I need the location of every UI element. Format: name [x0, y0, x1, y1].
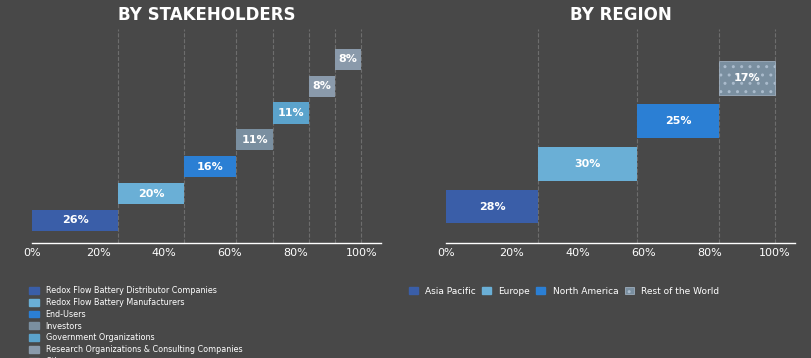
- Text: 28%: 28%: [478, 202, 505, 212]
- Text: 8%: 8%: [339, 54, 358, 64]
- Bar: [539, 147, 637, 180]
- Bar: [446, 190, 539, 223]
- Text: 25%: 25%: [665, 116, 691, 126]
- Text: 8%: 8%: [312, 81, 332, 91]
- Text: 11%: 11%: [277, 108, 304, 118]
- Bar: [272, 102, 309, 124]
- Bar: [335, 49, 362, 70]
- Text: 26%: 26%: [62, 216, 88, 226]
- Bar: [32, 210, 118, 231]
- Title: BY REGION: BY REGION: [569, 6, 672, 24]
- Bar: [237, 129, 272, 150]
- Bar: [719, 61, 775, 95]
- Text: 20%: 20%: [138, 189, 164, 199]
- Title: BY STAKEHOLDERS: BY STAKEHOLDERS: [118, 6, 295, 24]
- Text: 16%: 16%: [197, 162, 224, 172]
- Bar: [637, 104, 719, 137]
- Text: 11%: 11%: [241, 135, 268, 145]
- Bar: [184, 156, 237, 177]
- Text: 17%: 17%: [734, 73, 761, 83]
- Bar: [309, 76, 335, 97]
- Text: 30%: 30%: [574, 159, 601, 169]
- Legend: Asia Pacific, Europe, North America, Rest of the World: Asia Pacific, Europe, North America, Res…: [409, 287, 719, 296]
- Legend: Redox Flow Battery Distributor Companies, Redox Flow Battery Manufacturers, End-: Redox Flow Battery Distributor Companies…: [29, 286, 242, 358]
- Bar: [118, 183, 184, 204]
